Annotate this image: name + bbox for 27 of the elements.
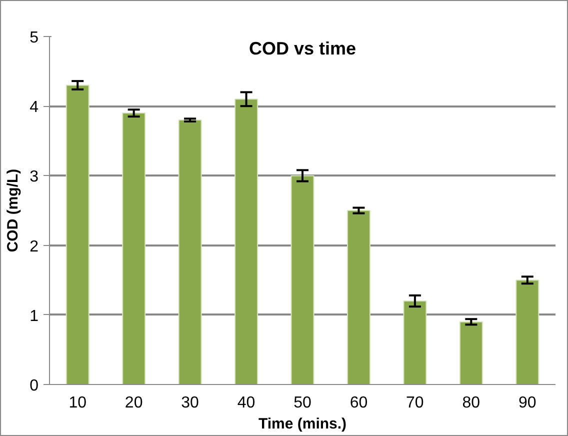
bar xyxy=(516,280,540,384)
x-tick-label: 10 xyxy=(68,394,87,412)
x-tick-label: 30 xyxy=(181,394,200,412)
x-tick-label: 70 xyxy=(406,394,424,412)
y-tick-label: 3 xyxy=(30,168,39,186)
bar xyxy=(234,98,258,384)
x-tick-label: 90 xyxy=(518,394,536,412)
bar xyxy=(290,175,314,384)
x-tick-label: 60 xyxy=(350,394,368,412)
y-tick-label: 0 xyxy=(30,378,39,394)
y-tick-label: 1 xyxy=(30,308,39,325)
bar xyxy=(403,300,427,384)
x-tick-label: 40 xyxy=(237,394,256,412)
bar xyxy=(122,112,146,384)
bar xyxy=(66,84,90,384)
x-tick-label: 20 xyxy=(124,394,143,412)
x-tick-label: 80 xyxy=(462,394,480,412)
y-tick-label: 5 xyxy=(30,30,39,46)
bar xyxy=(459,321,483,384)
y-axis-title: COD (mg/L) xyxy=(4,168,22,252)
y-tick-label: 4 xyxy=(30,99,39,116)
x-axis-title: Time (mins.) xyxy=(258,416,347,432)
bar xyxy=(346,210,370,384)
bar xyxy=(178,120,202,384)
y-tick-label: 2 xyxy=(30,238,39,256)
x-tick-label: 50 xyxy=(294,394,312,412)
chart-title: COD vs time xyxy=(248,38,356,58)
